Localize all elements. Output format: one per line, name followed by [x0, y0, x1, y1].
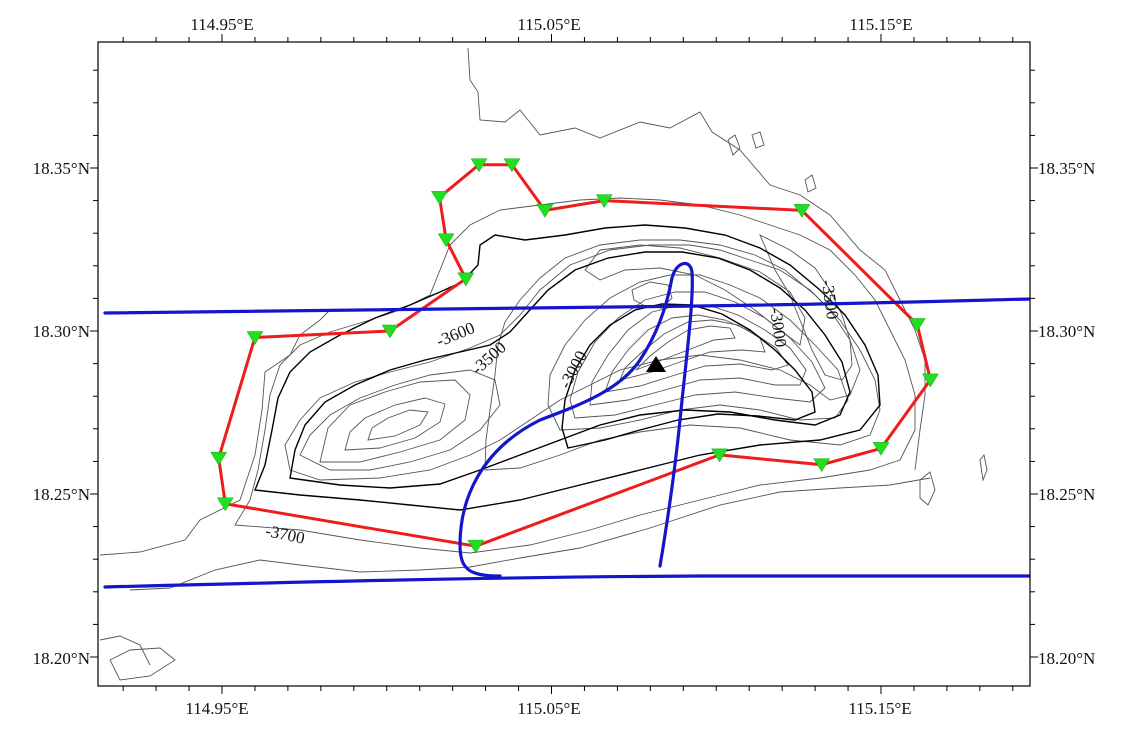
contour-south-outer [129, 477, 931, 591]
map-content: -3600 -3500 -3000 -3000 -3500 -3700 [99, 47, 1030, 681]
survey-track-north [103, 297, 1030, 315]
contour-east-3 [589, 304, 807, 406]
lat-label-left-2: 18.30°N [33, 322, 90, 341]
survey-track-south [103, 574, 1030, 589]
station-marker-icon [921, 373, 939, 388]
contour-north-ridge [584, 244, 806, 346]
thin-contours [99, 47, 988, 681]
summit-triangle-icon [646, 356, 666, 372]
station-marker-icon [216, 497, 234, 512]
station-marker-icon [467, 539, 485, 554]
axis-ticks [90, 34, 1038, 694]
contour-southwest-lobe [109, 647, 176, 681]
station-marker-icon [595, 194, 613, 209]
contour-north-shelf [467, 47, 926, 471]
contour-inner-3 [344, 397, 446, 451]
contour-small-hill-4 [919, 471, 936, 506]
contour-west-spur [299, 369, 501, 471]
survey-tracks [103, 261, 1030, 589]
station-marker-icon [457, 272, 475, 287]
latitude-labels-left: 18.35°N 18.30°N 18.25°N 18.20°N [33, 159, 90, 668]
lat-label-right-2: 18.30°N [1038, 322, 1095, 341]
lon-label-top-1: 114.95°E [190, 15, 253, 34]
lon-label-top-3: 115.15°E [849, 15, 912, 34]
lon-label-bottom-1: 114.95°E [185, 699, 248, 718]
station-marker-icon [536, 204, 554, 218]
contour-mid-ring [484, 239, 881, 471]
station-markers [210, 158, 939, 554]
station-marker-icon [431, 191, 448, 205]
station-marker-icon [470, 158, 488, 173]
contour-inner-2 [319, 379, 471, 463]
lat-label-right-3: 18.25°N [1038, 485, 1095, 504]
station-marker-icon [381, 324, 399, 339]
map-area-background [98, 42, 1030, 686]
contour-3500 [289, 251, 851, 489]
lon-label-bottom-3: 115.15°E [848, 699, 911, 718]
lat-label-left-1: 18.35°N [33, 159, 90, 178]
survey-track-diagonal [458, 261, 694, 578]
lat-label-left-3: 18.25°N [33, 485, 90, 504]
contour-east-1 [547, 274, 849, 431]
contour-3700 [234, 197, 916, 554]
lat-label-right-4: 18.20°N [1038, 649, 1095, 668]
contour-east-6 [635, 325, 736, 371]
bold-contours [254, 224, 881, 511]
station-marker-icon [908, 318, 926, 332]
station-marker-icon [246, 331, 264, 345]
station-marker-icon [437, 233, 455, 248]
station-marker-icon [872, 442, 890, 456]
station-marker-icon [210, 451, 228, 466]
station-marker-icon [503, 158, 521, 173]
contour-west-edge [99, 635, 151, 666]
contour-small-hill-1 [727, 134, 741, 156]
contour-small-hill-3 [804, 174, 817, 193]
contour-3600 [254, 224, 881, 511]
lon-label-bottom-2: 115.05°E [517, 699, 580, 718]
contour-small-hill-5 [979, 453, 988, 482]
contour-inner-4 [367, 409, 429, 441]
longitude-labels-bottom: 114.95°E 115.05°E 115.15°E [185, 699, 911, 718]
lat-label-right-1: 18.35°N [1038, 159, 1095, 178]
lon-label-top-2: 115.05°E [517, 15, 580, 34]
station-marker-icon [813, 458, 831, 473]
contour-3000 [561, 303, 816, 449]
station-marker-icon [793, 204, 811, 218]
lat-label-left-4: 18.20°N [33, 649, 90, 668]
longitude-labels-top: 114.95°E 115.05°E 115.15°E [190, 15, 912, 34]
station-marker-icon [711, 448, 728, 463]
contour-small-hill-2 [751, 131, 765, 149]
contour-east-4 [604, 314, 789, 393]
latitude-labels-right: 18.35°N 18.30°N 18.25°N 18.20°N [1038, 159, 1095, 668]
contour-west-outer [99, 309, 331, 556]
